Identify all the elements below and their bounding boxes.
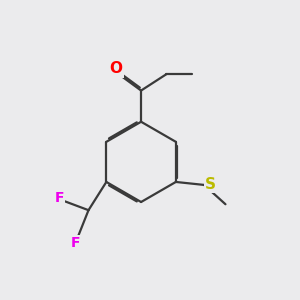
Text: O: O: [109, 61, 122, 76]
Text: F: F: [71, 236, 80, 250]
Text: F: F: [55, 191, 64, 205]
Text: S: S: [205, 177, 216, 192]
